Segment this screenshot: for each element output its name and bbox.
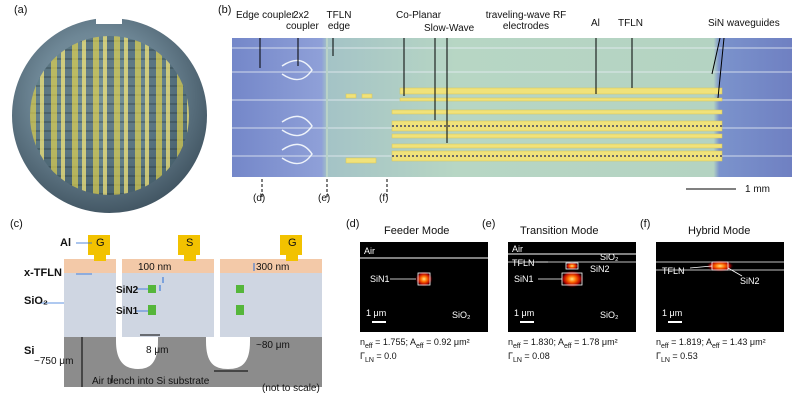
chip-micrograph	[232, 38, 792, 177]
marker-f-label: (f)	[379, 193, 389, 204]
label-slow-wave: Slow-Wave	[424, 23, 475, 34]
panel-a-label: (a)	[14, 4, 28, 16]
sio2-label: SiO₂	[24, 295, 48, 307]
transition-tfln-label: TFLN	[512, 258, 535, 268]
panel-e-label: (e)	[482, 218, 496, 230]
al-label: Al	[60, 237, 71, 249]
dim-8um: 8 μm	[146, 345, 169, 356]
trench-label: Air trench into Si substrate	[92, 376, 210, 387]
feeder-mode-title: Feeder Mode	[384, 225, 450, 237]
label-edge-coupler: Edge coupler	[236, 10, 295, 21]
not-to-scale-note: (not to scale)	[262, 383, 320, 394]
transition-sio2-top-label: SiO₂	[600, 252, 619, 262]
transition-mode-plot: Air TFLN SiO₂ SiN2 SiN1 1 μm SiO₂	[508, 242, 636, 332]
panel-c-label: (c)	[10, 218, 23, 230]
dim-80um: ~80 μm	[256, 340, 290, 351]
transition-sin1-label: SiN1	[514, 274, 534, 284]
panel-f-label: (f)	[640, 218, 651, 230]
hybrid-neff-text: neff = 1.819; Aeff = 1.43 μm²	[656, 337, 766, 350]
feeder-mode-plot: Air SiN1 1 μm SiO₂	[360, 242, 488, 332]
cross-section-diagram	[40, 235, 322, 387]
electrode-g-right: G	[288, 237, 297, 249]
dim-100nm: 100 nm	[138, 262, 172, 273]
label-al: Al	[591, 18, 600, 29]
chip-marker-lines	[261, 177, 736, 197]
panel-d-label: (d)	[346, 218, 360, 230]
sin2-label: SiN2	[116, 285, 139, 296]
hybrid-mode-plot: TFLN SiN2 1 μm	[656, 242, 784, 332]
dim-300nm: 300 nm	[256, 262, 290, 273]
sin1-label: SiN1	[116, 306, 139, 317]
transition-air-label: Air	[512, 244, 523, 254]
label-tfln-edge: TFLN edge	[326, 10, 352, 32]
transition-scale-label: 1 μm	[514, 308, 535, 318]
wafer-photo	[12, 18, 207, 213]
label-tfln: TFLN	[618, 18, 643, 29]
hybrid-tfln-label: TFLN	[662, 266, 685, 276]
transition-sio2-label: SiO₂	[600, 310, 619, 320]
marker-e-label: (e)	[318, 193, 331, 204]
label-traveling-wave: traveling-wave RF electrodes	[485, 10, 567, 32]
si-label: Si	[24, 345, 35, 357]
scale-bar-label: 1 mm	[745, 184, 770, 195]
hybrid-sin2-label: SiN2	[740, 276, 760, 286]
electrode-g-left: G	[96, 237, 105, 249]
feeder-gamma-text: ΓLN = 0.0	[360, 351, 397, 364]
transition-neff-text: neff = 1.830; Aeff = 1.78 μm²	[508, 337, 618, 350]
transition-mode-title: Transition Mode	[520, 225, 599, 237]
feeder-scale-label: 1 μm	[366, 308, 387, 318]
label-coplanar: Co-Planar	[396, 10, 442, 21]
feeder-air-label: Air	[364, 246, 375, 256]
feeder-neff-text: neff = 1.755; Aeff = 0.92 μm²	[360, 337, 470, 350]
marker-d-label: (d)	[253, 193, 266, 204]
electrode-s: S	[186, 237, 194, 249]
panel-b-label: (b)	[218, 4, 232, 16]
hybrid-gamma-text: ΓLN = 0.53	[656, 351, 698, 364]
transition-gamma-text: ΓLN = 0.08	[508, 351, 550, 364]
dim-750um: ~750 μm	[34, 356, 74, 367]
hybrid-scale-label: 1 μm	[662, 308, 683, 318]
hybrid-mode-title: Hybrid Mode	[688, 225, 751, 237]
label-sin-waveguides: SiN waveguides	[708, 18, 780, 29]
feeder-sin1-label: SiN1	[370, 274, 390, 284]
feeder-sio2-label: SiO₂	[452, 310, 471, 320]
xtfln-label: x-TFLN	[24, 267, 62, 279]
label-2x2-coupler: 2x2 coupler	[286, 10, 319, 32]
transition-sin2-label: SiN2	[590, 264, 610, 274]
